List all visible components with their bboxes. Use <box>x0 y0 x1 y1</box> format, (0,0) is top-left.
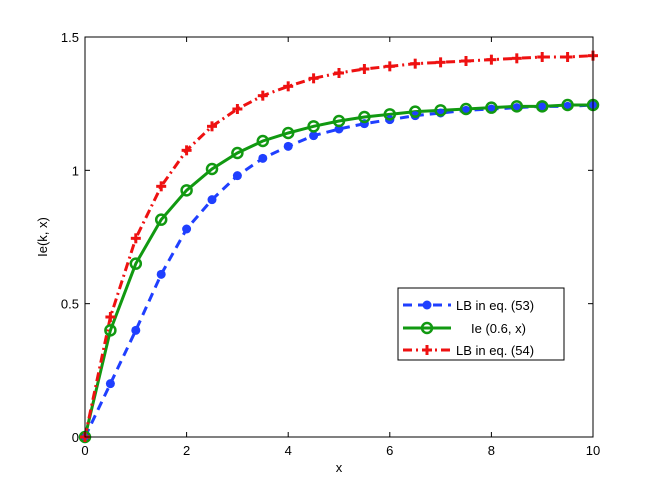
series-3-point <box>384 61 395 72</box>
series-3-point <box>232 104 243 114</box>
x-tick-label: 6 <box>386 443 393 458</box>
x-tick-label: 2 <box>183 443 190 458</box>
series-2-point <box>256 134 270 148</box>
series-2-point <box>231 146 244 160</box>
series-3-point <box>257 90 268 101</box>
series-2-point <box>307 120 320 133</box>
y-tick-label: 1 <box>72 163 79 178</box>
series-3-point <box>486 54 497 65</box>
legend-entry-1-label: LB in eq. (53) <box>456 298 534 313</box>
series-2-point <box>485 101 498 114</box>
series-1-point <box>309 131 319 141</box>
series-2-point <box>154 213 168 226</box>
series-2-point <box>535 100 549 113</box>
y-tick-label: 1.5 <box>61 30 79 45</box>
x-axis-label: x <box>336 460 343 475</box>
series-2-point <box>180 184 193 197</box>
y-axis-label: Ie(k, x) <box>35 217 50 257</box>
series-2-point <box>383 108 397 121</box>
series-2-point <box>129 257 143 270</box>
axis-ticks-layer: 0 2 4 6 8 10 0 0.5 1 1.5 <box>61 30 600 458</box>
series-1-point <box>232 171 242 181</box>
series-3-point <box>181 145 192 156</box>
x-tick-label: 0 <box>81 443 88 458</box>
x-tick-label: 4 <box>285 443 292 458</box>
legend-entry-2-label: Ie (0.6, x) <box>471 321 526 336</box>
series-2-point <box>104 324 117 337</box>
series-2-point <box>408 105 422 118</box>
series-2-point <box>358 110 371 124</box>
series-3-point <box>461 56 471 66</box>
series-3-point <box>130 233 141 244</box>
legend: LB in eq. (53) Ie (0.6, x) LB in eq. (54… <box>397 287 565 361</box>
y-tick-label: 0 <box>72 430 79 445</box>
series-3-point <box>511 53 522 64</box>
series-3-point <box>537 52 548 62</box>
series-1-point <box>131 325 141 335</box>
series-2-point <box>332 114 346 128</box>
series-1-point <box>156 269 166 279</box>
series-1-point <box>537 101 547 111</box>
plot-background <box>85 37 593 437</box>
legend-entry-2-marker <box>420 321 434 335</box>
series-1-point <box>105 379 115 389</box>
series-3-point <box>207 121 217 132</box>
legend-entry-3-marker <box>422 345 432 355</box>
legend-samples <box>403 300 451 355</box>
series-3-point <box>156 181 167 192</box>
series-3-point <box>562 52 573 62</box>
series-3-point <box>308 73 319 84</box>
legend-entry-1-marker <box>422 300 432 310</box>
series-2-point <box>205 162 219 176</box>
series-1-point <box>283 141 293 151</box>
y-tick-label: 0.5 <box>61 297 79 312</box>
series-1-point <box>182 224 192 234</box>
series-2-point <box>561 98 574 112</box>
series-1-point <box>258 153 268 163</box>
series-3-point <box>334 68 344 78</box>
legend-entry-3-label: LB in eq. (54) <box>456 343 534 358</box>
series-2-point <box>281 126 295 140</box>
series-3-point <box>435 57 446 68</box>
series-3-point <box>359 64 370 74</box>
series-2-point <box>459 102 473 116</box>
x-tick-label: 8 <box>488 443 495 458</box>
series-3-point <box>283 81 294 92</box>
series-3-point <box>410 58 421 69</box>
x-tick-label: 10 <box>586 443 600 458</box>
series-2-line <box>83 103 593 438</box>
series-2-point <box>510 100 524 113</box>
series-1-point <box>207 195 217 205</box>
series-3-point <box>105 312 116 322</box>
plot-frame <box>84 36 594 438</box>
series-2-point <box>434 104 447 117</box>
